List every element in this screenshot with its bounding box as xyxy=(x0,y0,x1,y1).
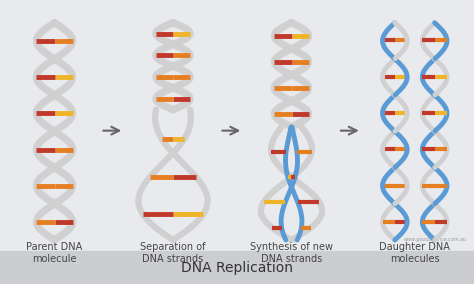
Text: Synthesis of new
DNA strands: Synthesis of new DNA strands xyxy=(250,242,333,264)
Bar xyxy=(0,251,474,284)
Text: Parent DNA
molecule: Parent DNA molecule xyxy=(27,242,82,264)
Text: Separation of
DNA strands: Separation of DNA strands xyxy=(140,242,206,264)
Text: Daughter DNA
molecules: Daughter DNA molecules xyxy=(379,242,450,264)
Text: DNA Replication: DNA Replication xyxy=(181,261,293,275)
Text: www.goodscience.com.au: www.goodscience.com.au xyxy=(404,237,467,243)
